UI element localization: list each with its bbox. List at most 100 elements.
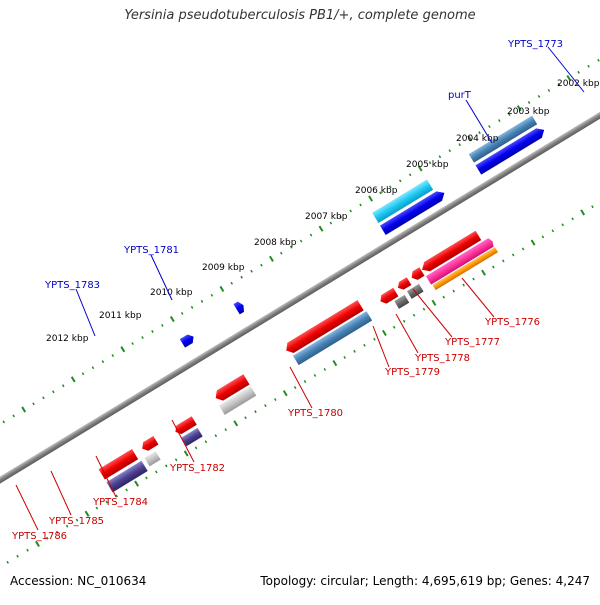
tick-mark	[230, 281, 234, 285]
tick-mark	[507, 113, 511, 117]
tick-mark	[81, 372, 85, 376]
tick-mark	[359, 203, 362, 207]
tick-mark	[422, 307, 426, 311]
tick-mark	[264, 404, 267, 408]
tick-mark	[343, 355, 346, 359]
tick-mark	[462, 283, 465, 287]
tick-mark	[115, 494, 118, 498]
tick-mark	[329, 221, 333, 225]
kbp-label: 2008 kbp	[254, 238, 297, 248]
gene-ypts-1779-b[interactable]	[394, 294, 410, 309]
tick-mark	[151, 330, 154, 333]
gene-label-ypts-1782[interactable]: YPTS_1782	[169, 463, 225, 474]
gene-ypts-1786[interactable]	[106, 460, 148, 493]
gene-label-ypts-1773[interactable]: YPTS_1773	[507, 39, 563, 50]
tick-mark	[511, 253, 515, 257]
tick-mark	[541, 235, 545, 239]
gene-label-ypts-1781[interactable]: YPTS_1781	[123, 245, 179, 256]
tick-mark	[580, 209, 586, 216]
gene-purT-inner[interactable]	[379, 188, 447, 236]
forward-gene-labels: YPTS_1773 purT YPTS_1781 YPTS_1783	[44, 39, 563, 291]
tick-mark	[557, 82, 561, 86]
gene-ypts-1780[interactable]	[292, 311, 373, 366]
tick-mark	[293, 386, 297, 389]
tick-mark	[120, 346, 126, 353]
tick-mark	[323, 367, 327, 371]
tick-mark	[164, 464, 168, 468]
gene-ypts-1781[interactable]	[233, 300, 246, 315]
tick-mark	[240, 275, 243, 279]
gene-ypts-1773-inner[interactable]	[475, 125, 548, 175]
tick-mark	[183, 450, 189, 457]
tick-mark	[363, 343, 366, 347]
tick-mark	[452, 289, 455, 293]
forward-strand-genes	[179, 115, 548, 348]
gene-label-ypts-1785[interactable]: YPTS_1785	[48, 516, 104, 527]
tick-mark	[318, 225, 324, 232]
tick-mark	[431, 299, 437, 306]
kbp-label: 2011 kbp	[99, 311, 142, 321]
gene-ypts-1785[interactable]	[144, 451, 161, 467]
tick-mark	[200, 299, 204, 303]
gene-label-ypts-1780[interactable]: YPTS_1780	[287, 408, 343, 419]
gene-ypts-1779[interactable]	[378, 287, 399, 306]
tick-mark	[373, 337, 376, 341]
kbp-label: 2012 kbp	[46, 334, 89, 344]
gene-ypts-1776-inner[interactable]	[432, 247, 498, 291]
tick-mark	[289, 245, 293, 249]
tick-mark	[551, 229, 555, 233]
tick-mark	[194, 446, 198, 450]
tick-mark	[180, 311, 184, 315]
tick-mark	[65, 524, 69, 528]
tick-mark	[303, 380, 307, 383]
tick-mark	[155, 470, 158, 474]
gene-ypts-1784-top[interactable]	[173, 416, 197, 436]
gene-ypts-1786-top[interactable]	[98, 448, 139, 480]
tick-mark	[332, 359, 338, 367]
tick-mark	[478, 131, 481, 135]
gene-label-ypts-1786[interactable]: YPTS_1786	[11, 531, 67, 542]
tick-mark	[190, 305, 194, 309]
tick-ring-inner	[6, 205, 594, 564]
gene-ypts-1785-top[interactable]	[140, 436, 159, 453]
tick-mark	[145, 476, 148, 480]
gene-label-ypts-1784[interactable]: YPTS_1784	[92, 497, 148, 508]
tick-ring-outer	[2, 58, 600, 424]
tick-mark	[260, 263, 263, 267]
gene-ypts-1776-top[interactable]	[419, 230, 482, 275]
tick-mark	[6, 560, 9, 564]
gene-ypts-1776-outer[interactable]	[425, 237, 495, 285]
tick-mark	[125, 488, 128, 492]
tick-mark	[501, 259, 505, 263]
gene-label-ypts-1778[interactable]: YPTS_1778	[414, 353, 470, 364]
tick-mark	[521, 247, 525, 251]
kbp-label: 2010 kbp	[150, 288, 193, 298]
gene-label-ypts-1779[interactable]: YPTS_1779	[384, 367, 440, 378]
kbp-label: 2009 kbp	[202, 263, 245, 273]
gene-ypts-1783[interactable]	[179, 332, 196, 348]
tick-mark	[537, 95, 541, 98]
gene-ypts-1784[interactable]	[181, 427, 203, 447]
gene-label-ypts-1777[interactable]: YPTS_1777	[444, 337, 500, 348]
gene-label-purT[interactable]: purT	[448, 90, 472, 101]
tick-mark	[111, 354, 115, 358]
gene-label-ypts-1783[interactable]: YPTS_1783	[44, 280, 100, 291]
tick-mark	[353, 349, 356, 353]
gene-label-ypts-1776[interactable]: YPTS_1776	[484, 317, 540, 328]
tick-mark	[21, 406, 27, 413]
gene-ypts-1773-outer[interactable]	[468, 115, 538, 163]
gene-ypts-1777[interactable]	[409, 267, 425, 282]
tick-mark	[84, 510, 90, 517]
gene-ypts-1782[interactable]	[218, 386, 257, 415]
tick-mark	[591, 205, 594, 209]
gene-ypts-1778[interactable]	[396, 277, 412, 291]
gene-ypts-1780-top[interactable]	[283, 300, 364, 355]
tick-mark	[442, 295, 446, 299]
gene-purT-outer[interactable]	[372, 179, 434, 224]
tick-mark	[398, 179, 402, 183]
gene-ypts-1782-top[interactable]	[213, 374, 250, 403]
tick-mark	[161, 324, 164, 327]
tick-mark	[412, 313, 416, 317]
tick-mark	[35, 540, 40, 547]
